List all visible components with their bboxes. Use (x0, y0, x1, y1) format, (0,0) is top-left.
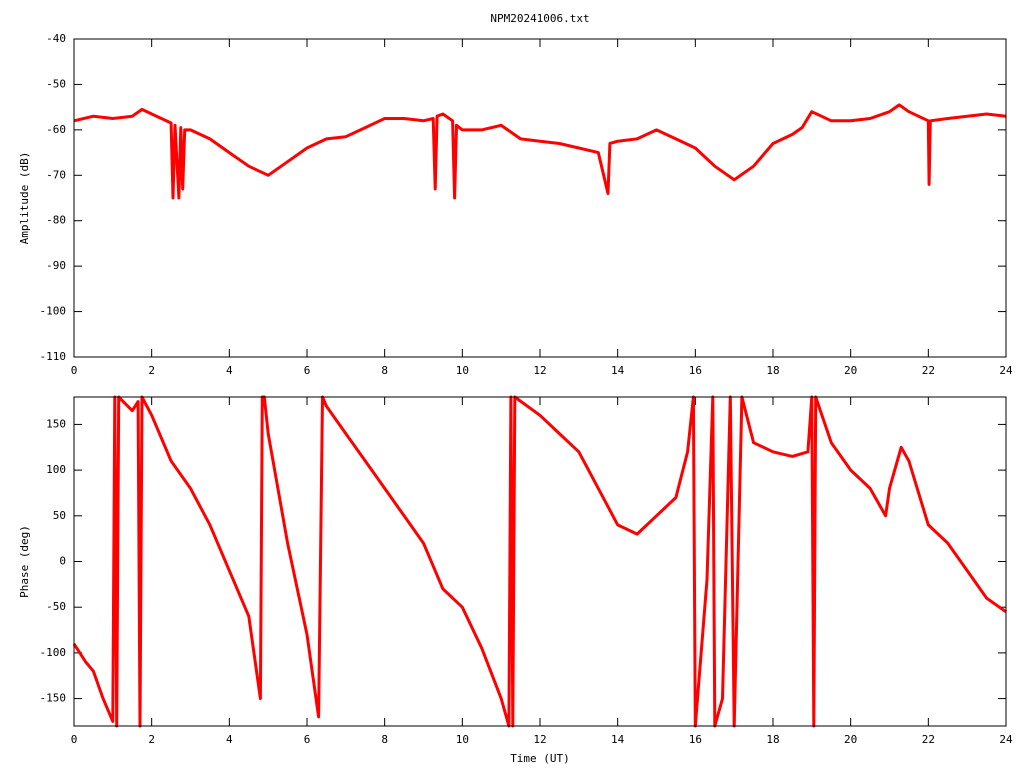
x-tick-label: 8 (381, 733, 388, 746)
x-tick-label: 14 (611, 364, 625, 377)
x-tick-label: 16 (689, 733, 702, 746)
y-axis-label: Amplitude (dB) (18, 152, 31, 245)
x-axis-label: Time (UT) (510, 752, 570, 765)
y-tick-label: -150 (40, 692, 67, 705)
data-line (72, 395, 1007, 728)
x-tick-label: 24 (999, 364, 1013, 377)
y-tick-label: -90 (46, 259, 66, 272)
x-tick-label: 8 (381, 364, 388, 377)
x-tick-label: 4 (226, 733, 233, 746)
x-tick-label: 6 (304, 733, 311, 746)
x-tick-label: 12 (533, 733, 546, 746)
x-tick-label: 22 (922, 364, 935, 377)
y-tick-label: -80 (46, 214, 66, 227)
x-tick-label: 2 (148, 733, 155, 746)
x-tick-label: 0 (71, 364, 78, 377)
y-tick-label: -100 (40, 305, 67, 318)
x-tick-label: 10 (456, 364, 469, 377)
x-tick-label: 16 (689, 364, 702, 377)
y-tick-label: 150 (46, 417, 66, 430)
y-tick-label: -40 (46, 32, 66, 45)
x-tick-label: 24 (999, 733, 1013, 746)
y-tick-label: 50 (53, 509, 66, 522)
plot-frame (73, 38, 1007, 358)
x-tick-label: 12 (533, 364, 546, 377)
x-tick-label: 4 (226, 364, 233, 377)
y-tick-label: 100 (46, 463, 66, 476)
y-tick-label: -50 (46, 600, 66, 613)
y-tick-label: -110 (40, 350, 67, 363)
plot-frame (73, 396, 1007, 727)
x-tick-label: 2 (148, 364, 155, 377)
x-tick-label: 22 (922, 733, 935, 746)
y-tick-label: -50 (46, 77, 66, 90)
x-tick-label: 18 (766, 364, 779, 377)
x-tick-label: 20 (844, 733, 857, 746)
data-line (73, 103, 1007, 200)
y-tick-label: -60 (46, 123, 66, 136)
x-tick-label: 10 (456, 733, 469, 746)
y-axis-label: Phase (deg) (18, 525, 31, 598)
y-tick-label: -70 (46, 168, 66, 181)
x-tick-label: 0 (71, 733, 78, 746)
x-tick-label: 14 (611, 733, 625, 746)
x-tick-label: 20 (844, 364, 857, 377)
chart-title: NPM20241006.txt (490, 12, 589, 25)
x-tick-label: 6 (304, 364, 311, 377)
y-tick-label: -100 (40, 646, 67, 659)
x-tick-label: 18 (766, 733, 779, 746)
y-tick-label: 0 (59, 555, 66, 568)
